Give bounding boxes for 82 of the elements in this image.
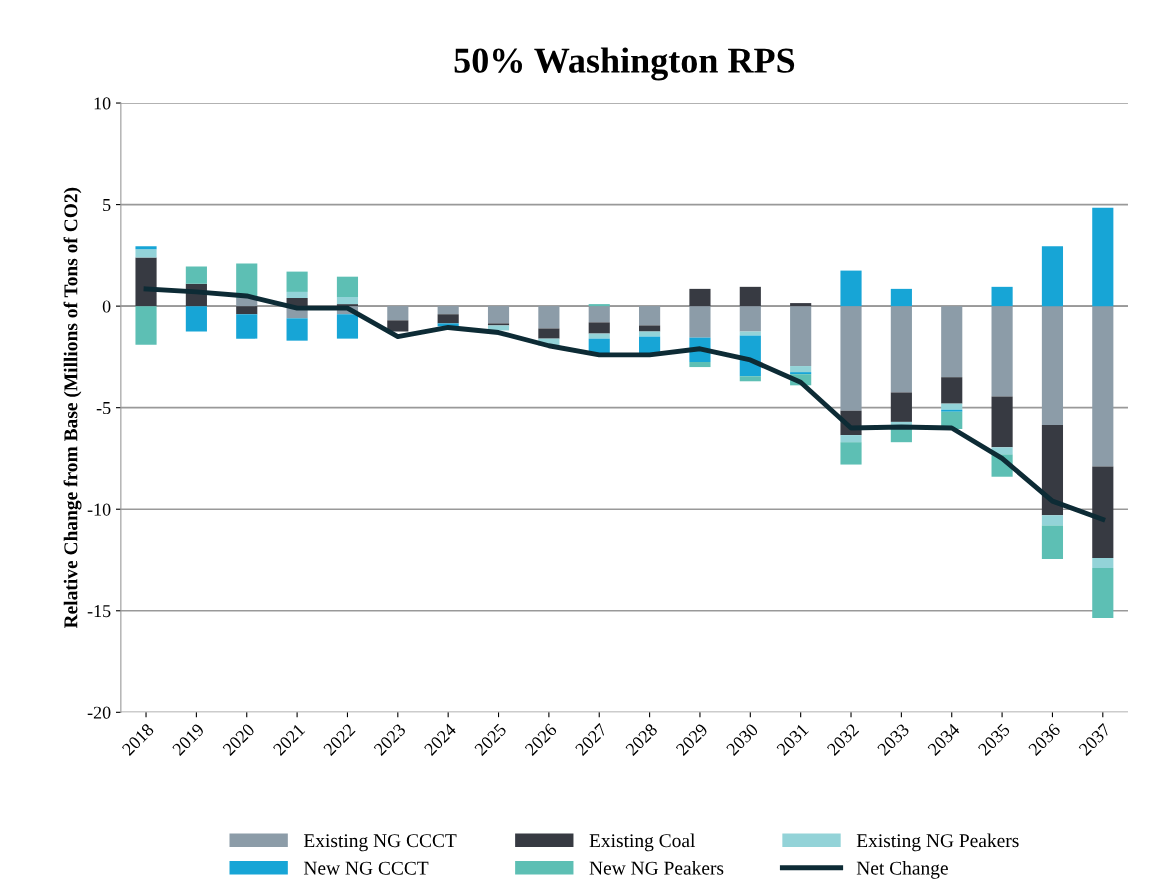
bar [689, 288, 711, 307]
bar [1092, 466, 1114, 558]
bar [487, 323, 510, 326]
bar [941, 403, 963, 410]
y-tick-label: -15 [87, 605, 111, 618]
y-axis-title: Relative Change from Base (Millions of Tons of CO2) [63, 187, 82, 629]
line-series [143, 286, 1106, 522]
bar [538, 328, 560, 339]
bar [790, 303, 812, 307]
bar [840, 306, 862, 411]
legend-label: Existing Coal [589, 833, 696, 852]
bar [991, 396, 1013, 448]
bar [538, 306, 560, 329]
bar [286, 291, 308, 299]
y-tick-label: -5 [96, 402, 111, 415]
bar [236, 314, 258, 339]
bar [286, 271, 308, 292]
bar [135, 246, 157, 250]
bar [890, 306, 912, 393]
bar [387, 306, 409, 321]
bar [941, 377, 963, 404]
bar [1041, 306, 1064, 425]
bar [1092, 306, 1114, 467]
bar [135, 306, 157, 345]
bar [840, 270, 862, 307]
bar [588, 322, 610, 334]
bar [639, 306, 661, 326]
bar [790, 366, 812, 373]
bar [991, 286, 1013, 307]
legend-label: Existing NG Peakers [856, 833, 1019, 852]
legend-label: New NG Peakers [589, 861, 724, 875]
bar [739, 286, 761, 307]
bar [840, 435, 862, 443]
legend-label: New NG CCCT [303, 861, 429, 875]
bar [1041, 424, 1064, 516]
y-tick-label: 5 [103, 199, 111, 212]
bar [185, 306, 207, 332]
bar [941, 306, 963, 378]
bar [1041, 246, 1064, 307]
y-tick-label: -20 [87, 706, 111, 719]
bar [739, 376, 761, 382]
y-tick-label: 10 [94, 97, 111, 110]
bar [437, 314, 459, 324]
bar [890, 288, 912, 307]
bar [689, 306, 711, 338]
bar [487, 306, 510, 324]
bar [790, 306, 812, 367]
bar [689, 361, 711, 368]
bar [336, 296, 359, 305]
chart-title: 50% Washington RPS [454, 47, 795, 81]
y-tick-label: -10 [87, 503, 111, 516]
bar [790, 372, 812, 375]
bar [1092, 568, 1114, 618]
y-tick-label: 0 [102, 300, 111, 313]
bar [135, 249, 157, 258]
bar [739, 331, 761, 336]
legend-label: Net Change [856, 861, 948, 879]
bar [890, 421, 912, 425]
bar [1041, 525, 1064, 559]
bar [336, 304, 359, 307]
bar [1092, 207, 1114, 307]
bar [739, 306, 761, 332]
bar [588, 304, 610, 307]
bar [1092, 557, 1114, 569]
bar [1041, 515, 1064, 526]
bar [588, 306, 610, 323]
bar [336, 276, 359, 297]
bar [890, 392, 912, 422]
bar [185, 266, 207, 284]
bar [236, 306, 258, 315]
bar [437, 306, 459, 315]
bar [387, 320, 409, 332]
bar [286, 318, 308, 341]
bar [991, 306, 1013, 397]
legend-label: Existing NG CCCT [303, 834, 457, 852]
bar [639, 331, 661, 337]
bar [840, 442, 862, 465]
bar [336, 314, 359, 339]
bar [588, 333, 610, 339]
bar [639, 325, 661, 332]
bar [941, 409, 963, 412]
bar [135, 257, 157, 307]
